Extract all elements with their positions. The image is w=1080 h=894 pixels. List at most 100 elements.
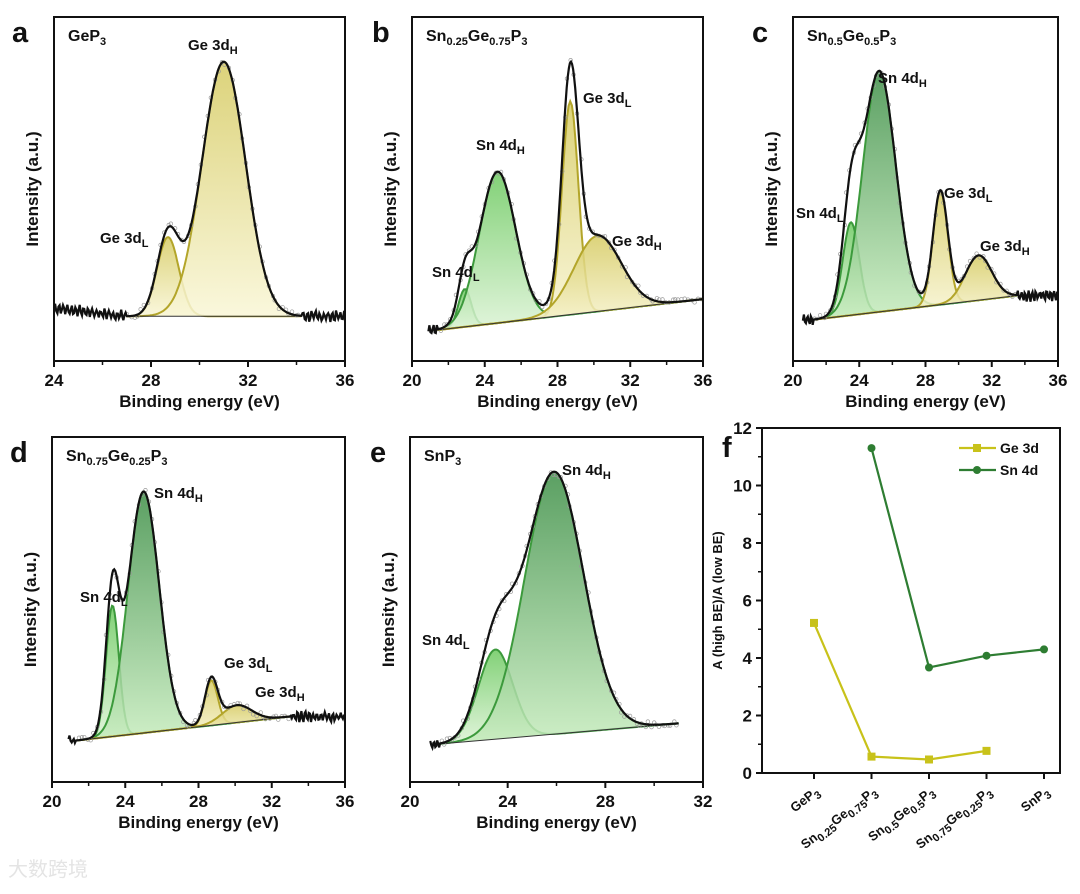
peak-fill-snd (75, 491, 291, 741)
subscript: 0.25 (446, 36, 467, 48)
data-point (645, 719, 651, 724)
peak-fill-ge (126, 61, 302, 317)
x-tick-label: 32 (262, 792, 281, 811)
peak-label-main: Sn 4d (80, 589, 121, 606)
background-line (812, 295, 1017, 321)
data-marker-circle (867, 444, 876, 453)
peak-label: Ge 3dL (583, 90, 632, 110)
peak-label-main: Sn 4d (154, 485, 195, 502)
peak-label: Ge 3dL (224, 655, 273, 675)
peak-label-subscript: H (919, 78, 927, 90)
panel-title: Sn0.5Ge0.5P3 (807, 28, 896, 48)
x-axis-label: Binding energy (eV) (477, 392, 638, 411)
peak-label-main: Ge 3d (944, 185, 986, 202)
formula-part: Sn (426, 28, 446, 45)
background-line (437, 298, 704, 331)
peak-fill-ge (812, 255, 1017, 320)
peak-label: Ge 3dH (980, 238, 1030, 258)
peak-label: Sn 4dL (80, 589, 128, 609)
peak-label: Sn 4dH (154, 485, 203, 505)
x-axis-label: Binding energy (eV) (119, 392, 280, 411)
y-axis-label: Intensity (a.u.) (21, 552, 40, 667)
peak-label-main: Ge 3d (980, 238, 1022, 255)
subscript: 3 (890, 36, 896, 48)
envelope-curve (801, 69, 1059, 326)
data-marker-square (867, 752, 876, 761)
formula-part: Sn (807, 28, 827, 45)
formula-part: P (879, 28, 890, 45)
peak-label-subscript: H (297, 692, 305, 704)
y-tick-label: 10 (733, 477, 752, 496)
x-tick-label: 24 (45, 371, 64, 390)
background-line (75, 715, 291, 742)
data-marker-square (925, 755, 933, 764)
subscript: 3 (455, 456, 461, 468)
y-tick-label: 0 (743, 764, 752, 783)
peak-fill-ge (75, 705, 291, 741)
peak-label-subscript: L (266, 663, 273, 675)
series-line-0 (812, 622, 987, 761)
peak-label-main: Sn 4d (432, 264, 473, 281)
peak-label: Ge 3dL (944, 185, 993, 205)
peak-label: Sn 4dH (562, 462, 611, 482)
y-axis-label: Intensity (a.u.) (23, 131, 42, 246)
x-tick-label: 28 (596, 792, 615, 811)
peak-label: Sn 4dH (878, 70, 927, 90)
watermark: 大数跨境 (8, 858, 88, 881)
panel-title: GeP3 (68, 28, 106, 48)
peak-fill-snd (812, 71, 1017, 320)
peak-fill-snd (439, 471, 679, 745)
peak-label: Sn 4dL (432, 264, 480, 284)
x-axis-label: Binding energy (eV) (118, 813, 279, 832)
panel-e: e 20 24 28 32 Binding energy (eV) Intensity (a… (370, 436, 712, 832)
formula-part: Sn (66, 448, 86, 465)
peak-label-subscript: L (463, 640, 470, 652)
x-tick-label: 24 (498, 792, 517, 811)
peak-fill-ge (126, 237, 302, 317)
x-tick-label: 28 (189, 792, 208, 811)
panel-letter: f (722, 432, 732, 464)
subscript: 0.75 (86, 456, 107, 468)
panel-title: SnP3 (424, 448, 461, 468)
subscript: 3 (100, 36, 106, 48)
panel-a: a 24 28 32 36 Binding energy (eV) Intensity (a… (12, 16, 354, 411)
background-line (439, 722, 679, 745)
peak-label-main: Ge 3d (612, 233, 654, 250)
formula-part: P (511, 28, 522, 45)
peak-label-main: Ge 3d (188, 37, 230, 54)
x-tick-label: 32 (239, 371, 258, 390)
peak-label-subscript: H (603, 470, 611, 482)
data-marker-circle (1040, 645, 1048, 654)
legend-marker (973, 444, 981, 452)
x-tick-label: 24 (475, 371, 494, 390)
peak-label-main: Ge 3d (100, 230, 142, 247)
peak-label-subscript: H (230, 45, 238, 57)
peak-label-main: Ge 3d (224, 655, 266, 672)
legend-label: Ge 3d (1000, 440, 1039, 456)
formula-part: GeP (68, 28, 100, 45)
peak-label-subscript: L (625, 98, 632, 110)
legend-label: Sn 4d (1000, 462, 1038, 478)
subscript: 0.5 (827, 36, 842, 48)
peak-label-main: Sn 4d (796, 205, 837, 222)
peak-label-main: Ge 3d (255, 684, 297, 701)
peak-label-subscript: L (837, 213, 844, 225)
envelope-curve (427, 59, 704, 335)
x-axis-label: Binding energy (eV) (476, 813, 637, 832)
panel-title: Sn0.75Ge0.25P3 (66, 448, 167, 468)
x-tick-label: 36 (694, 371, 713, 390)
y-tick-label: 6 (743, 592, 752, 611)
data-marker-circle (982, 651, 991, 660)
formula-part: Ge (108, 448, 129, 465)
peak-label-main: Sn 4d (878, 70, 919, 87)
legend-marker (973, 466, 981, 474)
peak-label-main: Sn 4d (476, 137, 517, 154)
peak-label-subscript: L (142, 238, 149, 250)
y-axis-label: Intensity (a.u.) (379, 552, 398, 667)
data-point (654, 296, 660, 301)
x-tick-label: 36 (336, 792, 355, 811)
peak-label-main: Sn 4d (562, 462, 603, 479)
x-tick-label: 20 (401, 792, 420, 811)
y-axis-label: Intensity (a.u.) (381, 131, 400, 246)
